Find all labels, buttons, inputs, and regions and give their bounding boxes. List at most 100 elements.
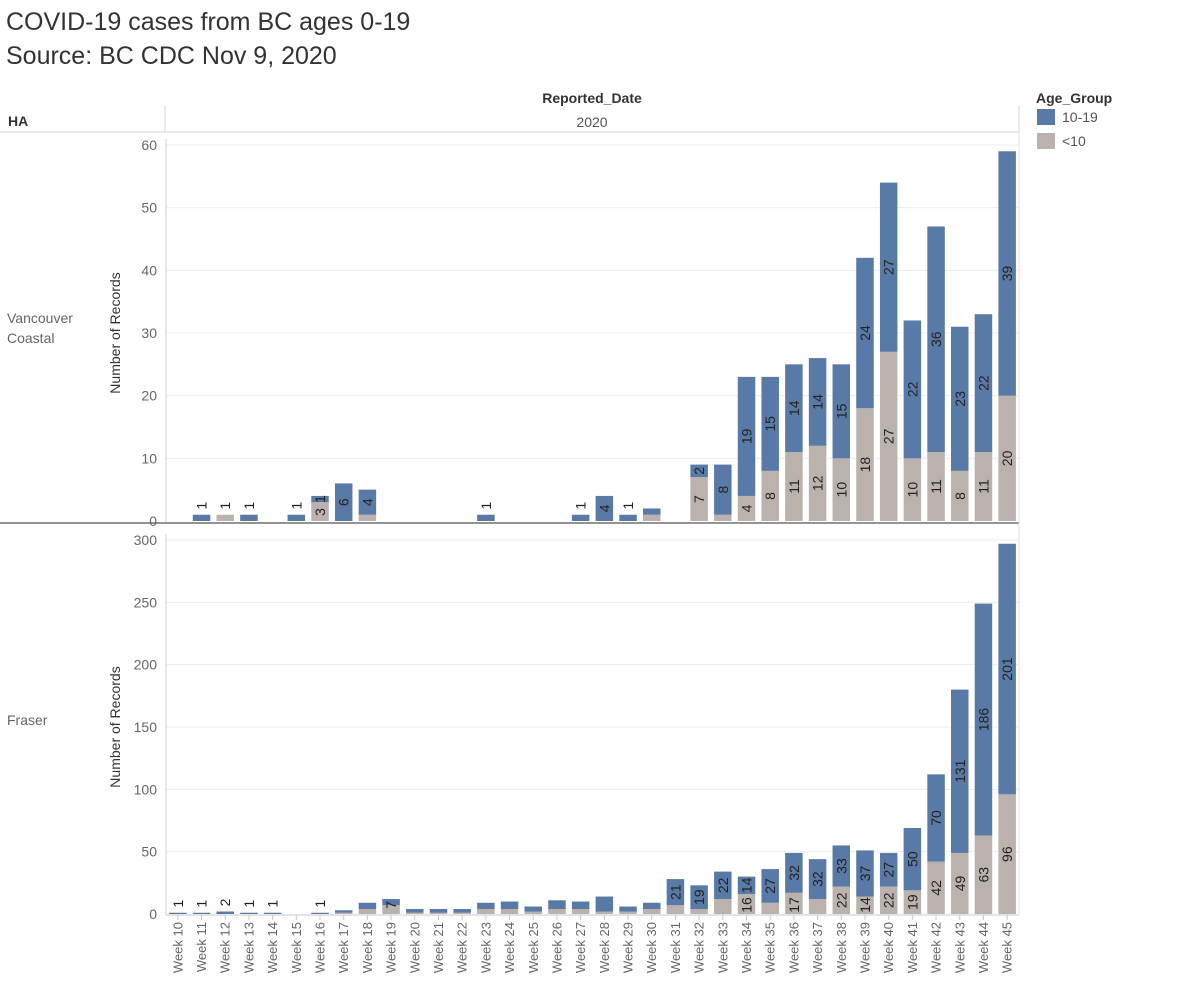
row-header-label: HA (8, 113, 28, 129)
bar-data-label: 11 (975, 479, 991, 494)
bar-data-label: 33 (833, 858, 849, 874)
bar-segment-under-10 (808, 445, 827, 521)
year-header-label: 2020 (576, 114, 607, 130)
y-tick-label: 200 (134, 657, 158, 673)
bar-segment-under-10 (832, 458, 851, 521)
bar-data-label: 20 (999, 450, 1015, 466)
bar-segment-under-10 (974, 452, 993, 521)
bar-segment-under-10 (737, 495, 756, 521)
bar-data-label: 24 (857, 325, 873, 341)
bar-data-label: 32 (786, 865, 802, 881)
bar-segment-10-19 (263, 912, 282, 914)
x-tick-label: Week 39 (857, 922, 872, 973)
bar-data-label: 14 (857, 897, 873, 913)
bar-data-label: 1 (312, 495, 328, 503)
bar-data-label: 27 (881, 259, 897, 275)
bar-data-label: 10 (833, 482, 849, 498)
bar-segment-under-10 (714, 514, 732, 521)
x-tick-label: Week 18 (360, 922, 375, 973)
bar-data-label: 1 (241, 502, 257, 510)
bar-data-label: 10 (904, 482, 920, 498)
bar-segment-under-10 (974, 835, 993, 914)
y-axis-label: Number of Records (107, 666, 123, 787)
bar-data-label: 21 (667, 884, 683, 900)
x-tick-label: Week 42 (929, 922, 944, 973)
bar-segment-under-10 (666, 905, 685, 914)
bar-data-label: 186 (975, 708, 991, 732)
bar-segment-10-19 (169, 912, 187, 914)
y-tick-label: 30 (141, 325, 157, 341)
bar-segment-under-10 (642, 514, 661, 521)
bar-data-label: 11 (928, 479, 944, 494)
bar-data-label: 22 (881, 892, 897, 908)
y-tick-label: 0 (149, 513, 157, 529)
bar-segment-under-10 (500, 909, 519, 914)
chart-subtitle: Source: BC CDC Nov 9, 2020 (6, 42, 337, 70)
bar-segment-under-10 (358, 909, 377, 914)
x-tick-label: Week 17 (336, 922, 351, 973)
bar-data-label: 1 (312, 900, 328, 908)
bar-data-label: 4 (739, 504, 755, 512)
x-tick-label: Week 45 (1000, 922, 1015, 973)
bar-segment-under-10 (879, 886, 898, 914)
bar-segment-10-19 (192, 912, 211, 914)
bar-segment-10-19 (856, 850, 874, 897)
x-tick-label: Week 41 (905, 922, 920, 973)
bar-segment-10-19 (832, 845, 851, 887)
bar-segment-10-19 (311, 495, 329, 503)
bar-segment-under-10 (951, 470, 969, 521)
legend-swatch (1037, 133, 1055, 149)
bar-segment-10-19 (453, 909, 471, 913)
bar-data-label: 27 (881, 862, 897, 878)
bar-data-label: 18 (857, 457, 873, 473)
x-tick-label: Week 35 (763, 922, 778, 973)
bar-segment-under-10 (761, 902, 779, 914)
bar-segment-10-19 (642, 508, 661, 515)
bar-data-label: 22 (975, 375, 991, 391)
x-tick-label: Week 27 (573, 922, 588, 973)
bar-segment-10-19 (334, 910, 353, 913)
bar-segment-10-19 (406, 909, 424, 913)
bar-data-label: 16 (739, 897, 755, 913)
bar-data-label: 2 (691, 467, 707, 475)
panel-label-fraser: Fraser (7, 712, 48, 728)
bar-data-label: 8 (715, 486, 731, 494)
bar-data-label: 201 (999, 657, 1015, 681)
bar-segment-10-19 (927, 774, 945, 862)
y-tick-label: 50 (141, 844, 157, 860)
y-tick-label: 20 (141, 388, 157, 404)
bar-data-label: 1 (620, 502, 636, 510)
bar-segment-10-19 (951, 689, 969, 853)
bar-segment-under-10 (879, 351, 898, 521)
bar-segment-10-19 (477, 514, 495, 521)
bar-data-label: 1 (573, 502, 589, 510)
bar-segment-under-10 (524, 911, 543, 914)
legend: 10-19 <10 (1037, 109, 1098, 149)
bar-segment-under-10 (406, 912, 424, 914)
bar-segment-10-19 (785, 852, 803, 893)
bar-segment-10-19 (382, 899, 400, 906)
x-tick-label: Week 24 (502, 922, 517, 973)
bar-data-label: 17 (786, 897, 802, 913)
bar-data-label: 63 (975, 867, 991, 883)
bar-segment-10-19 (714, 464, 732, 515)
y-tick-label: 100 (134, 781, 158, 797)
bar-segment-10-19 (358, 489, 377, 515)
x-tick-label: Week 28 (597, 922, 612, 973)
bar-data-label: 36 (928, 331, 944, 347)
bar-data-label: 22 (715, 877, 731, 893)
bar-data-label: 1 (217, 502, 233, 510)
x-tick-label: Week 29 (621, 922, 636, 973)
x-tick-label: Week 14 (265, 922, 280, 973)
bar-segment-10-19 (998, 543, 1016, 795)
bar-segment-under-10 (216, 514, 234, 521)
bar-data-label: 22 (833, 892, 849, 908)
x-tick-label: Week 21 (431, 922, 446, 973)
bar-segment-under-10 (832, 886, 851, 914)
bar-data-label: 37 (857, 865, 873, 881)
bar-segment-under-10 (595, 911, 614, 914)
y-tick-label: 10 (141, 450, 157, 466)
x-tick-label: Week 12 (218, 922, 233, 973)
